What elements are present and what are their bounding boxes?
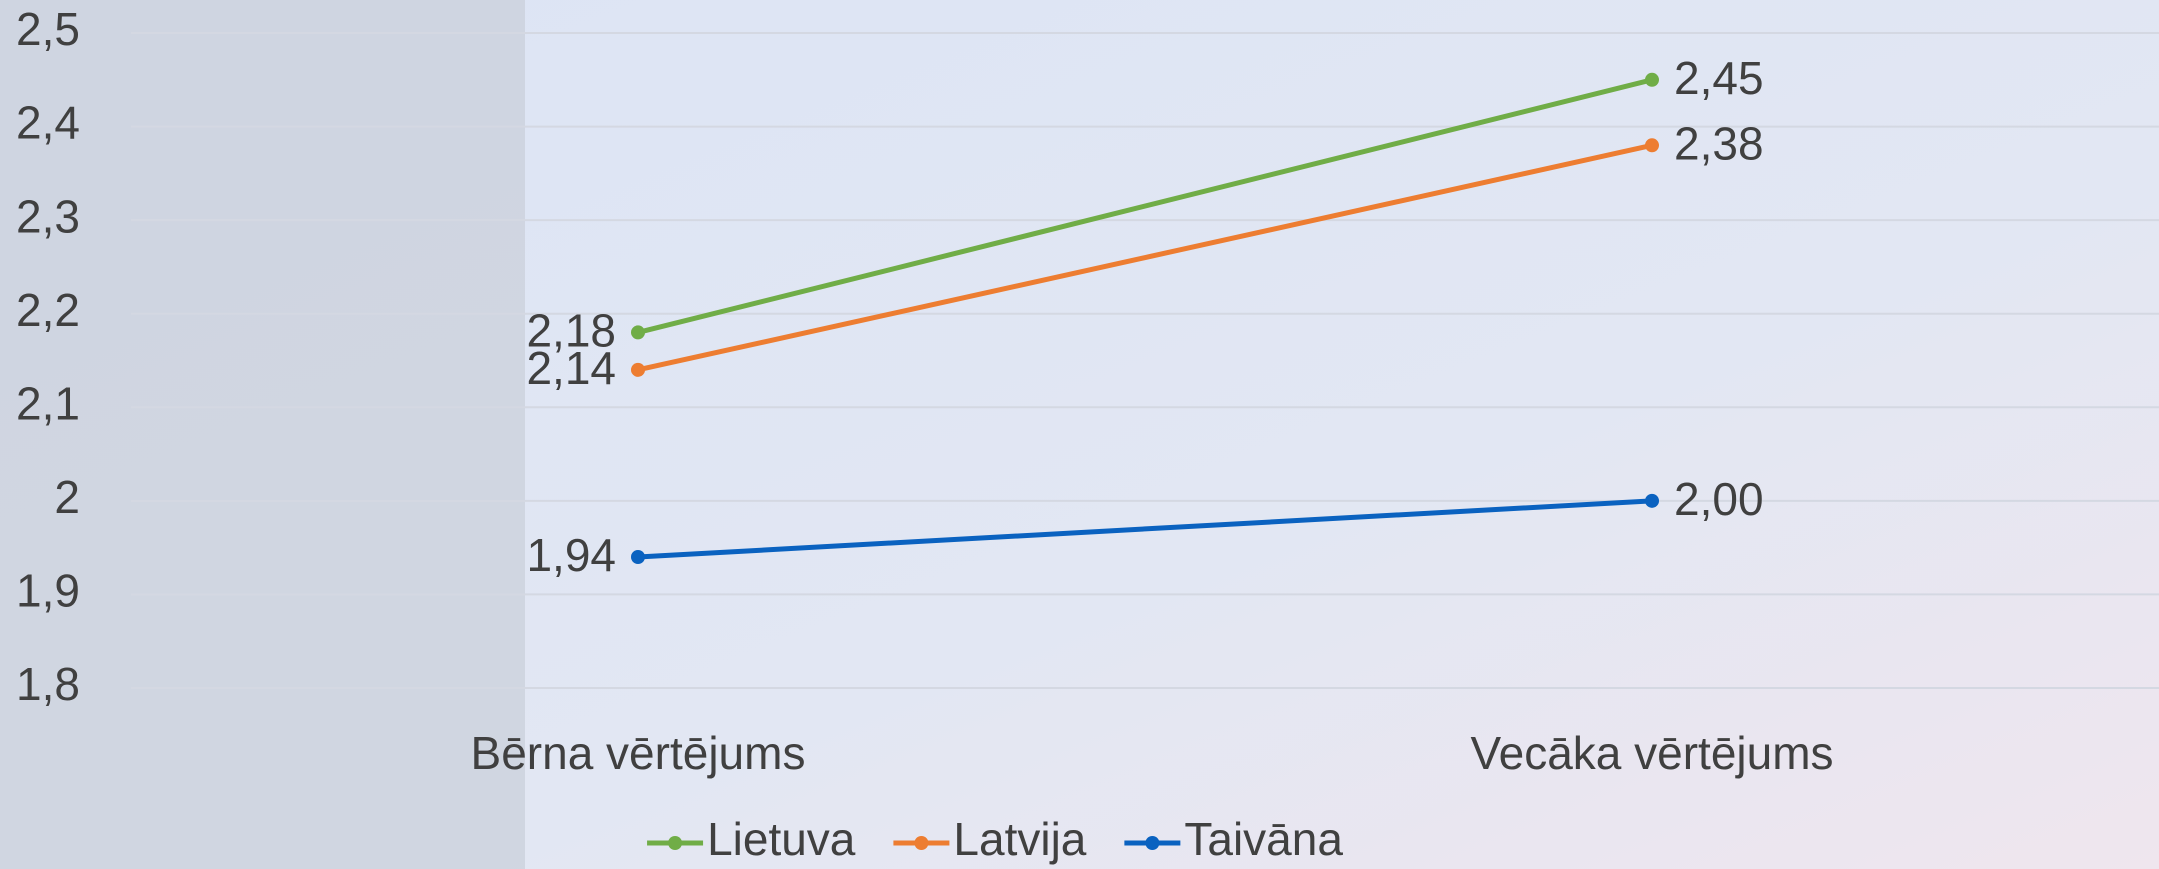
y-tick-label: 1,9: [16, 565, 80, 617]
legend-label: Latvija: [953, 813, 1086, 865]
point: [1645, 72, 1659, 87]
data-label: 2,14: [526, 342, 616, 394]
data-label: 1,94: [526, 529, 616, 581]
data-label: 2,00: [1674, 473, 1764, 525]
point: [1645, 493, 1659, 508]
legend-item: Latvija: [893, 813, 1087, 865]
legend-marker: [1145, 836, 1160, 850]
data-label: 2,18: [526, 305, 616, 357]
legend-marker: [668, 836, 683, 850]
legend-label: Taivāna: [1184, 813, 1343, 865]
legend-item: Lietuva: [647, 813, 856, 865]
x-tick-label: Vecāka vērtējums: [1470, 727, 1833, 779]
y-tick-label: 2,4: [16, 97, 80, 149]
legend-marker: [914, 836, 929, 850]
data-label: 2,45: [1674, 52, 1764, 104]
y-tick-label: 2,3: [16, 190, 80, 242]
point: [631, 362, 645, 377]
legend-label: Lietuva: [707, 813, 856, 865]
y-tick-label: 1,8: [16, 658, 80, 710]
x-tick-label: Bērna vērtējums: [471, 727, 806, 779]
series-line: [637, 77, 1653, 335]
point: [631, 325, 645, 340]
y-tick-label: 2,2: [16, 284, 80, 336]
photo-panel: [0, 0, 525, 869]
point: [1645, 138, 1659, 153]
legend-item: Taivāna: [1124, 813, 1343, 865]
series-line: [637, 142, 1653, 373]
point: [631, 550, 645, 564]
y-tick-label: 2,1: [16, 377, 80, 429]
series-line: [637, 498, 1653, 560]
y-tick-label: 2,5: [16, 3, 80, 55]
data-label: 2,38: [1674, 117, 1764, 169]
y-tick-label: 2: [54, 471, 80, 523]
